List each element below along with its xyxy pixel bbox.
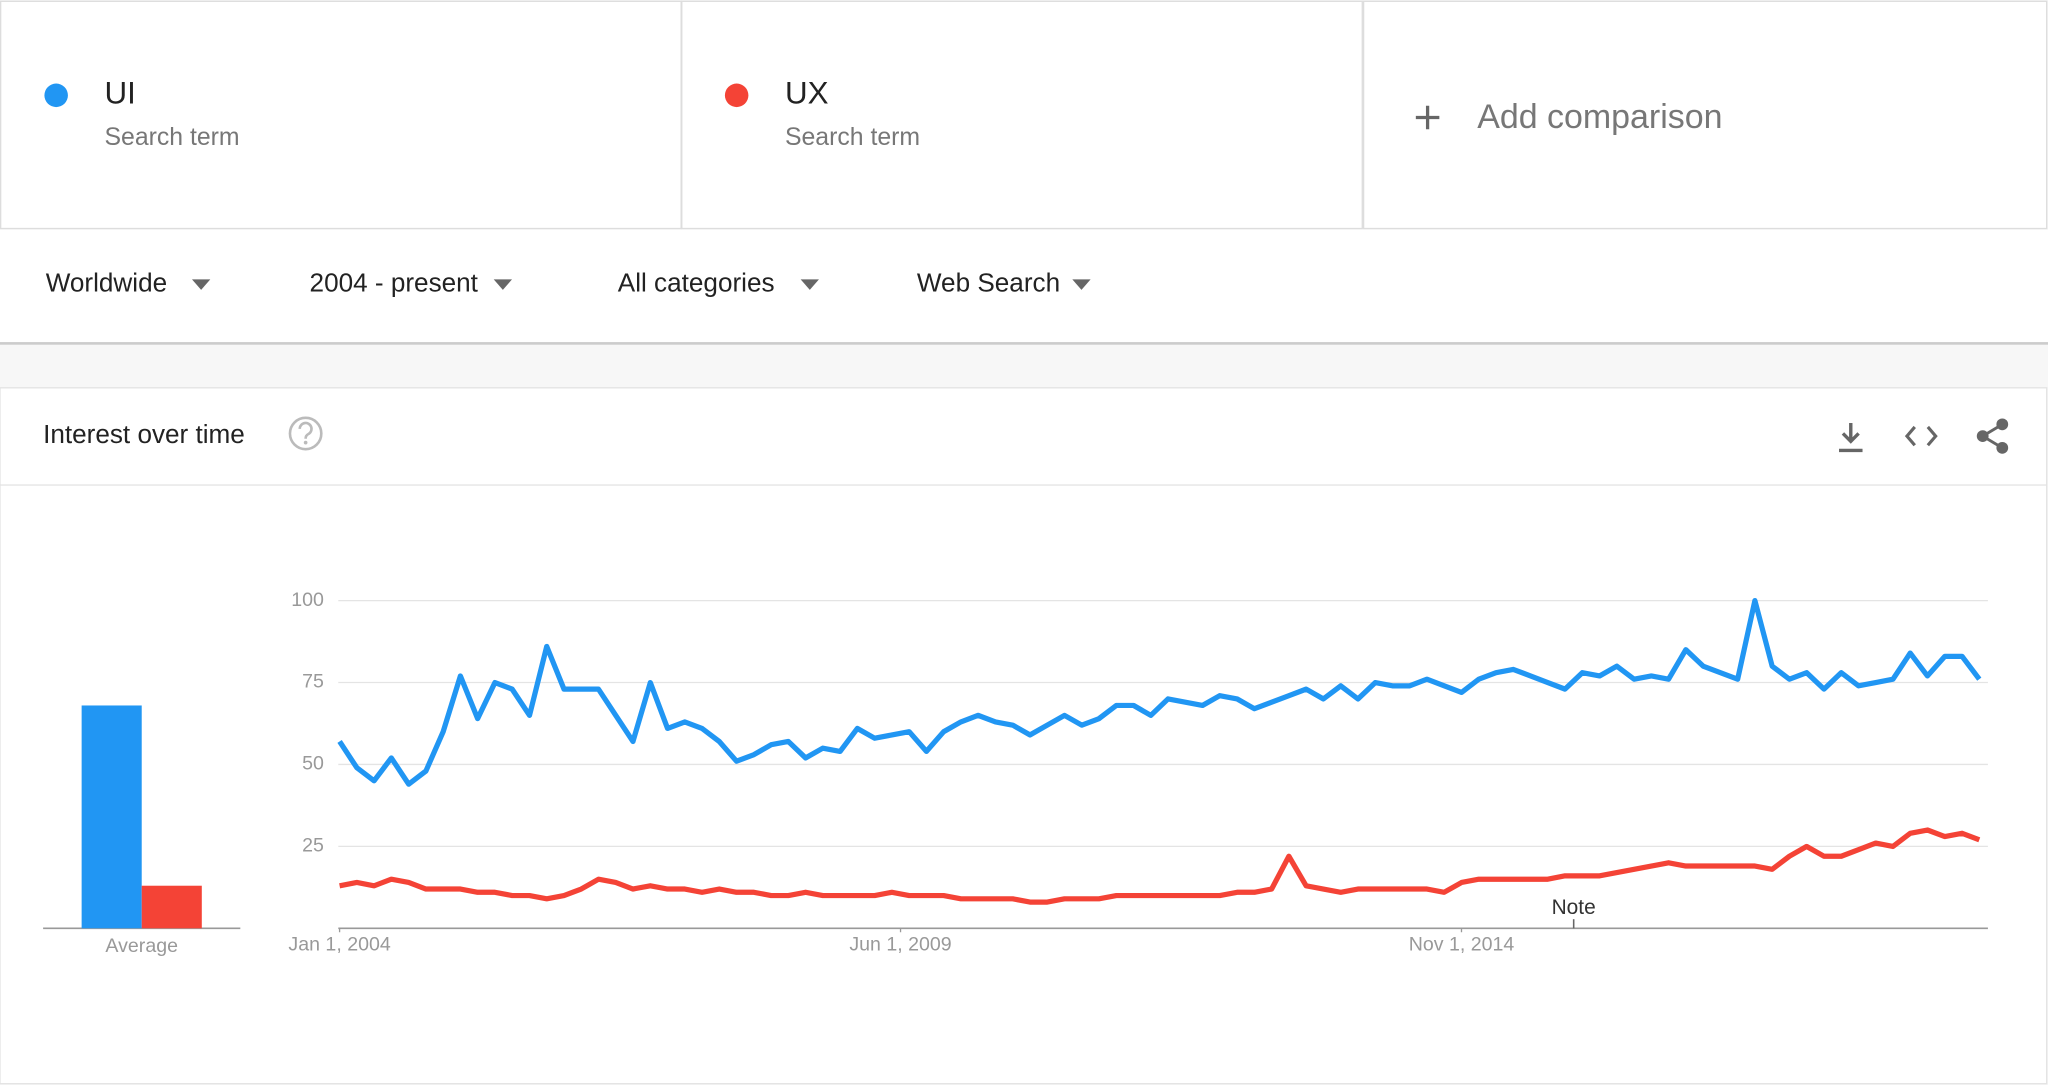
help-circle <box>288 416 323 451</box>
download-icon[interactable] <box>1839 423 1863 453</box>
add-comparison[interactable]: Add comparison <box>1477 98 1722 136</box>
filter-time[interactable]: 2004 - present <box>310 268 479 298</box>
category-label: Average <box>105 935 178 957</box>
average-bar <box>81 705 142 929</box>
share-node <box>1996 441 2009 454</box>
filter-shadow <box>0 342 2048 345</box>
panel-title: Interest over time <box>43 419 245 449</box>
share-icon[interactable] <box>1976 418 2009 454</box>
share-node <box>1996 418 2009 431</box>
term-subtitle: Search term <box>785 124 920 151</box>
panel-divider <box>0 484 2047 486</box>
x-tick-label: Jun 1, 2009 <box>849 933 951 955</box>
y-tick-label: 100 <box>291 589 324 611</box>
dropdown-arrow[interactable] <box>192 279 211 290</box>
series-line <box>337 597 1982 787</box>
term-label[interactable]: UI <box>104 76 135 111</box>
term-dot <box>44 83 68 108</box>
x-tick-label: Nov 1, 2014 <box>1409 933 1515 955</box>
x-tick-label: Jan 1, 2004 <box>288 933 390 955</box>
share-node <box>1976 430 1989 442</box>
plot-area: Average 25 50 75 100 Jan 1, 2004 Jun 1, 2009 No… <box>43 589 1988 957</box>
help-mark <box>298 421 313 439</box>
help-icon[interactable] <box>288 416 323 451</box>
note-label: Note <box>1552 896 1596 919</box>
y-tick-label: 25 <box>302 835 324 857</box>
add-card[interactable] <box>1362 0 2048 230</box>
filter-location[interactable]: Worldwide <box>46 268 167 298</box>
term-card[interactable] <box>681 0 1363 230</box>
term-subtitle: Search term <box>104 124 239 151</box>
panel <box>0 387 2048 1085</box>
y-tick-label: 50 <box>302 753 324 775</box>
filter-category[interactable]: All categories <box>618 268 775 298</box>
term-card[interactable] <box>0 0 682 230</box>
help-dot <box>303 440 308 445</box>
average-bar <box>141 885 202 929</box>
series-line <box>339 827 1981 905</box>
dropdown-arrow[interactable] <box>800 279 819 290</box>
dropdown-arrow[interactable] <box>493 279 512 290</box>
filter-bar <box>0 229 2048 344</box>
embed-icon[interactable] <box>1904 425 1938 447</box>
filter-search-type[interactable]: Web Search <box>917 268 1060 298</box>
y-tick-label: 75 <box>302 671 324 693</box>
plus-icon[interactable] <box>1415 105 1440 130</box>
term-label[interactable]: UX <box>785 76 829 111</box>
dropdown-arrow[interactable] <box>1072 279 1091 290</box>
term-dot <box>724 83 749 108</box>
